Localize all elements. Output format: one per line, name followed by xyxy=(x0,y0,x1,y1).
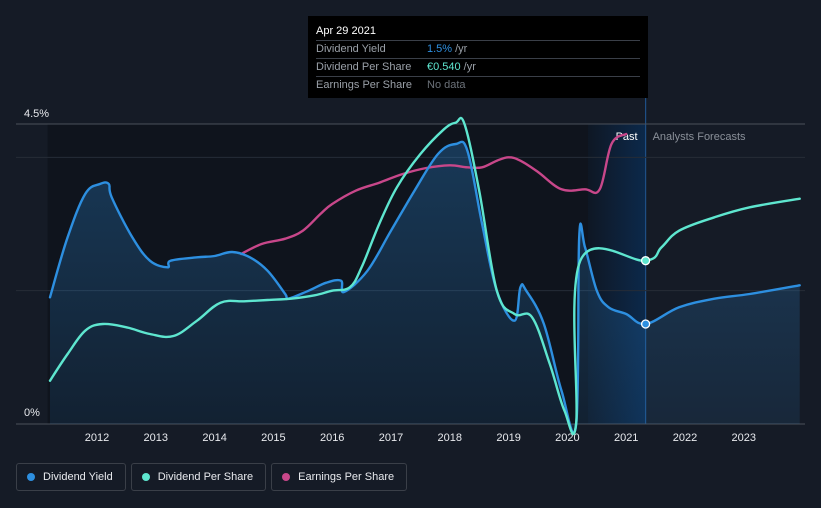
legend-label: Dividend Per Share xyxy=(157,471,254,483)
legend-item-dividend-per-share[interactable]: Dividend Per Share xyxy=(130,463,267,491)
tooltip: Apr 29 2021 Dividend Yield 1.5% /yr Divi… xyxy=(308,16,648,98)
legend-dot-icon xyxy=(141,473,150,481)
x-tick-label: 2018 xyxy=(438,432,462,444)
tooltip-date: Apr 29 2021 xyxy=(316,22,640,41)
tooltip-label: Dividend Yield xyxy=(316,43,386,55)
y-tick-label: 0% xyxy=(24,407,40,419)
x-tick-label: 2020 xyxy=(555,432,579,444)
tooltip-label: Earnings Per Share xyxy=(316,79,412,91)
past-label: Past xyxy=(616,131,638,143)
x-tick-label: 2012 xyxy=(85,432,109,444)
dividend-per-share-marker xyxy=(640,256,651,266)
dividend-yield-marker xyxy=(640,319,651,329)
x-tick-label: 2016 xyxy=(320,432,344,444)
x-tick-label: 2014 xyxy=(202,432,226,444)
legend-label: Earnings Per Share xyxy=(298,471,395,483)
legend-label: Dividend Yield xyxy=(43,471,113,483)
legend-dot-icon xyxy=(282,473,291,481)
x-tick-label: 2023 xyxy=(732,432,756,444)
legend: Dividend Yield Dividend Per Share Earnin… xyxy=(16,463,408,491)
x-tick-label: 2015 xyxy=(261,432,285,444)
x-tick-label: 2013 xyxy=(144,432,168,444)
x-tick-label: 2022 xyxy=(673,432,697,444)
tooltip-value: €0.540 xyxy=(427,61,461,73)
chart-plot: 4.5% 0% 2012 2013 2014 2015 2016 2017 2018 2019 20… xyxy=(16,98,805,444)
tooltip-value: 1.5% xyxy=(427,43,453,55)
y-tick-label: 4.5% xyxy=(24,108,49,120)
tooltip-unit: /yr xyxy=(463,61,476,73)
tooltip-unit: /yr xyxy=(455,43,468,55)
dividend-per-share-line xyxy=(48,116,801,436)
x-tick-label: 2021 xyxy=(614,432,638,444)
earnings-per-share-line xyxy=(239,132,628,256)
forecast-label: Analysts Forecasts xyxy=(653,131,746,143)
tooltip-value: No data xyxy=(427,79,466,91)
dividend-yield-area xyxy=(50,141,800,434)
legend-dot-icon xyxy=(27,473,35,481)
x-tick-label: 2017 xyxy=(379,432,403,444)
dividend-yield-line xyxy=(48,140,801,435)
legend-item-earnings-per-share[interactable]: Earnings Per Share xyxy=(271,463,408,491)
x-tick-label: 2019 xyxy=(496,432,520,444)
legend-item-dividend-yield[interactable]: Dividend Yield xyxy=(16,463,126,491)
tooltip-label: Dividend Per Share xyxy=(316,61,412,73)
tooltip-row-earnings-per-share: Earnings Per Share No data xyxy=(316,77,640,94)
tooltip-row-dividend-yield: Dividend Yield 1.5% /yr xyxy=(316,41,640,59)
tooltip-row-dividend-per-share: Dividend Per Share €0.540 /yr xyxy=(316,59,640,77)
